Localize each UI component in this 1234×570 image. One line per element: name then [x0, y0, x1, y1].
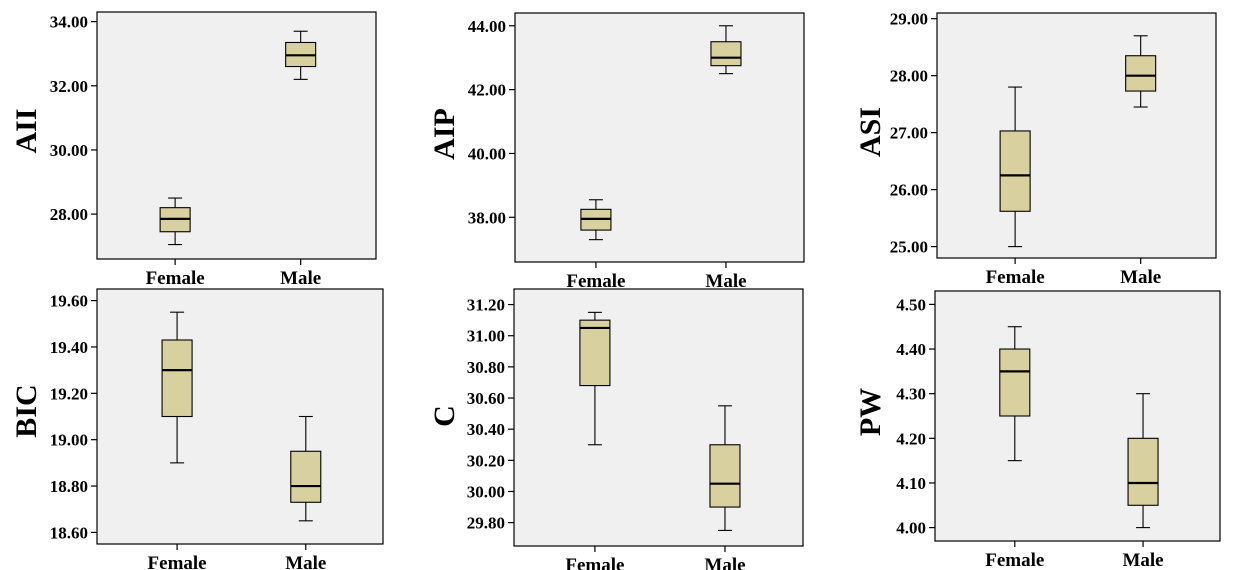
y-tick-label: 19.40 — [50, 338, 88, 357]
y-tick-label: 19.60 — [50, 292, 88, 311]
y-axis-title: C — [428, 405, 461, 427]
iqr-box — [1127, 437, 1159, 506]
iqr-box — [161, 339, 193, 418]
y-tick-label: 30.00 — [467, 482, 505, 501]
iqr-box — [710, 41, 742, 67]
plot-5: 4.00 4.10 4.20 4.30 4.40 4.50 PW Female Male — [854, 290, 1221, 570]
y-tick-label: 4.00 — [896, 519, 926, 538]
y-tick-label: 31.20 — [467, 296, 505, 315]
iqr-box — [579, 319, 611, 387]
y-axis-title: AII — [10, 108, 43, 153]
y-axis-title: BIC — [10, 384, 43, 437]
y-tick-label: 29.00 — [890, 10, 928, 29]
iqr-box — [290, 450, 322, 503]
y-tick-label: 28.00 — [890, 67, 928, 86]
box-female — [999, 86, 1031, 248]
y-tick-label: 4.30 — [896, 385, 926, 404]
y-tick-label: 34.00 — [50, 13, 88, 32]
y-tick-label: 42.00 — [468, 81, 506, 100]
y-tick-label: 32.00 — [50, 77, 88, 96]
y-tick-label: 30.40 — [467, 420, 505, 439]
y-tick-label: 26.00 — [890, 181, 928, 200]
y-tick-label: 4.50 — [896, 295, 926, 314]
iqr-box — [999, 348, 1031, 417]
y-tick-label: 4.40 — [896, 340, 926, 359]
x-category-label: Female — [565, 555, 624, 570]
x-category-label: Female — [146, 268, 205, 289]
plot-area — [936, 12, 1217, 259]
y-tick-label: 30.80 — [467, 358, 505, 377]
plot-area — [96, 11, 377, 260]
x-category-label: Male — [1122, 550, 1163, 570]
plot-2: 25.00 26.00 27.00 28.00 29.00 ASI Female Male — [854, 10, 1217, 288]
y-tick-label: 29.80 — [467, 514, 505, 533]
box-male — [709, 405, 741, 531]
y-tick-label: 19.00 — [50, 431, 88, 450]
y-tick-label: 18.60 — [50, 523, 88, 542]
plot-area — [934, 290, 1221, 542]
box-female — [159, 197, 191, 246]
y-tick-label: 27.00 — [890, 124, 928, 143]
box-male — [290, 415, 322, 522]
box-female — [579, 311, 611, 446]
box-male — [1127, 393, 1159, 529]
box-male — [285, 30, 317, 80]
x-category-label: Male — [285, 553, 326, 570]
x-category-label: Female — [986, 267, 1045, 288]
x-category-label: Female — [566, 271, 625, 292]
box-female — [999, 326, 1031, 462]
y-tick-label: 40.00 — [468, 144, 506, 163]
box-male — [710, 25, 742, 75]
plot-3: 18.60 18.80 19.00 19.20 19.40 19.60 BIC Female M… — [10, 288, 384, 570]
y-tick-label: 30.00 — [50, 141, 88, 160]
y-tick-label: 31.00 — [467, 327, 505, 346]
y-tick-label: 30.60 — [467, 389, 505, 408]
x-category-label: Male — [704, 555, 745, 570]
y-axis-title: AIP — [428, 108, 461, 160]
box-female — [580, 199, 612, 241]
y-tick-label: 4.10 — [896, 474, 926, 493]
plot-0: 28.00 30.00 32.00 34.00 AII Female Male — [10, 11, 377, 289]
x-category-label: Male — [1120, 267, 1161, 288]
box-female — [161, 311, 193, 464]
iqr-box — [709, 444, 741, 508]
iqr-box — [1125, 55, 1157, 92]
plot-1: 38.00 40.00 42.00 44.00 AIP Female Male — [428, 12, 805, 292]
y-axis-title: PW — [854, 388, 887, 436]
y-tick-label: 30.20 — [467, 451, 505, 470]
plot-area — [514, 12, 805, 263]
y-tick-label: 25.00 — [890, 238, 928, 257]
y-axis-title: ASI — [854, 107, 887, 157]
plot-area — [96, 288, 384, 545]
y-tick-label: 18.80 — [50, 477, 88, 496]
x-category-label: Male — [705, 271, 746, 292]
y-tick-label: 28.00 — [50, 205, 88, 224]
x-category-label: Male — [280, 268, 321, 289]
y-tick-label: 19.20 — [50, 384, 88, 403]
box-male — [1125, 35, 1157, 108]
y-tick-label: 44.00 — [468, 17, 506, 36]
plot-4: 29.80 30.00 30.20 30.40 30.60 30.80 31.00 31.20… — [428, 288, 804, 570]
iqr-box — [999, 130, 1031, 212]
y-tick-label: 38.00 — [468, 208, 506, 227]
x-category-label: Female — [985, 550, 1044, 570]
x-category-label: Female — [148, 553, 207, 570]
plot-area — [513, 288, 804, 547]
y-tick-label: 4.20 — [896, 429, 926, 448]
